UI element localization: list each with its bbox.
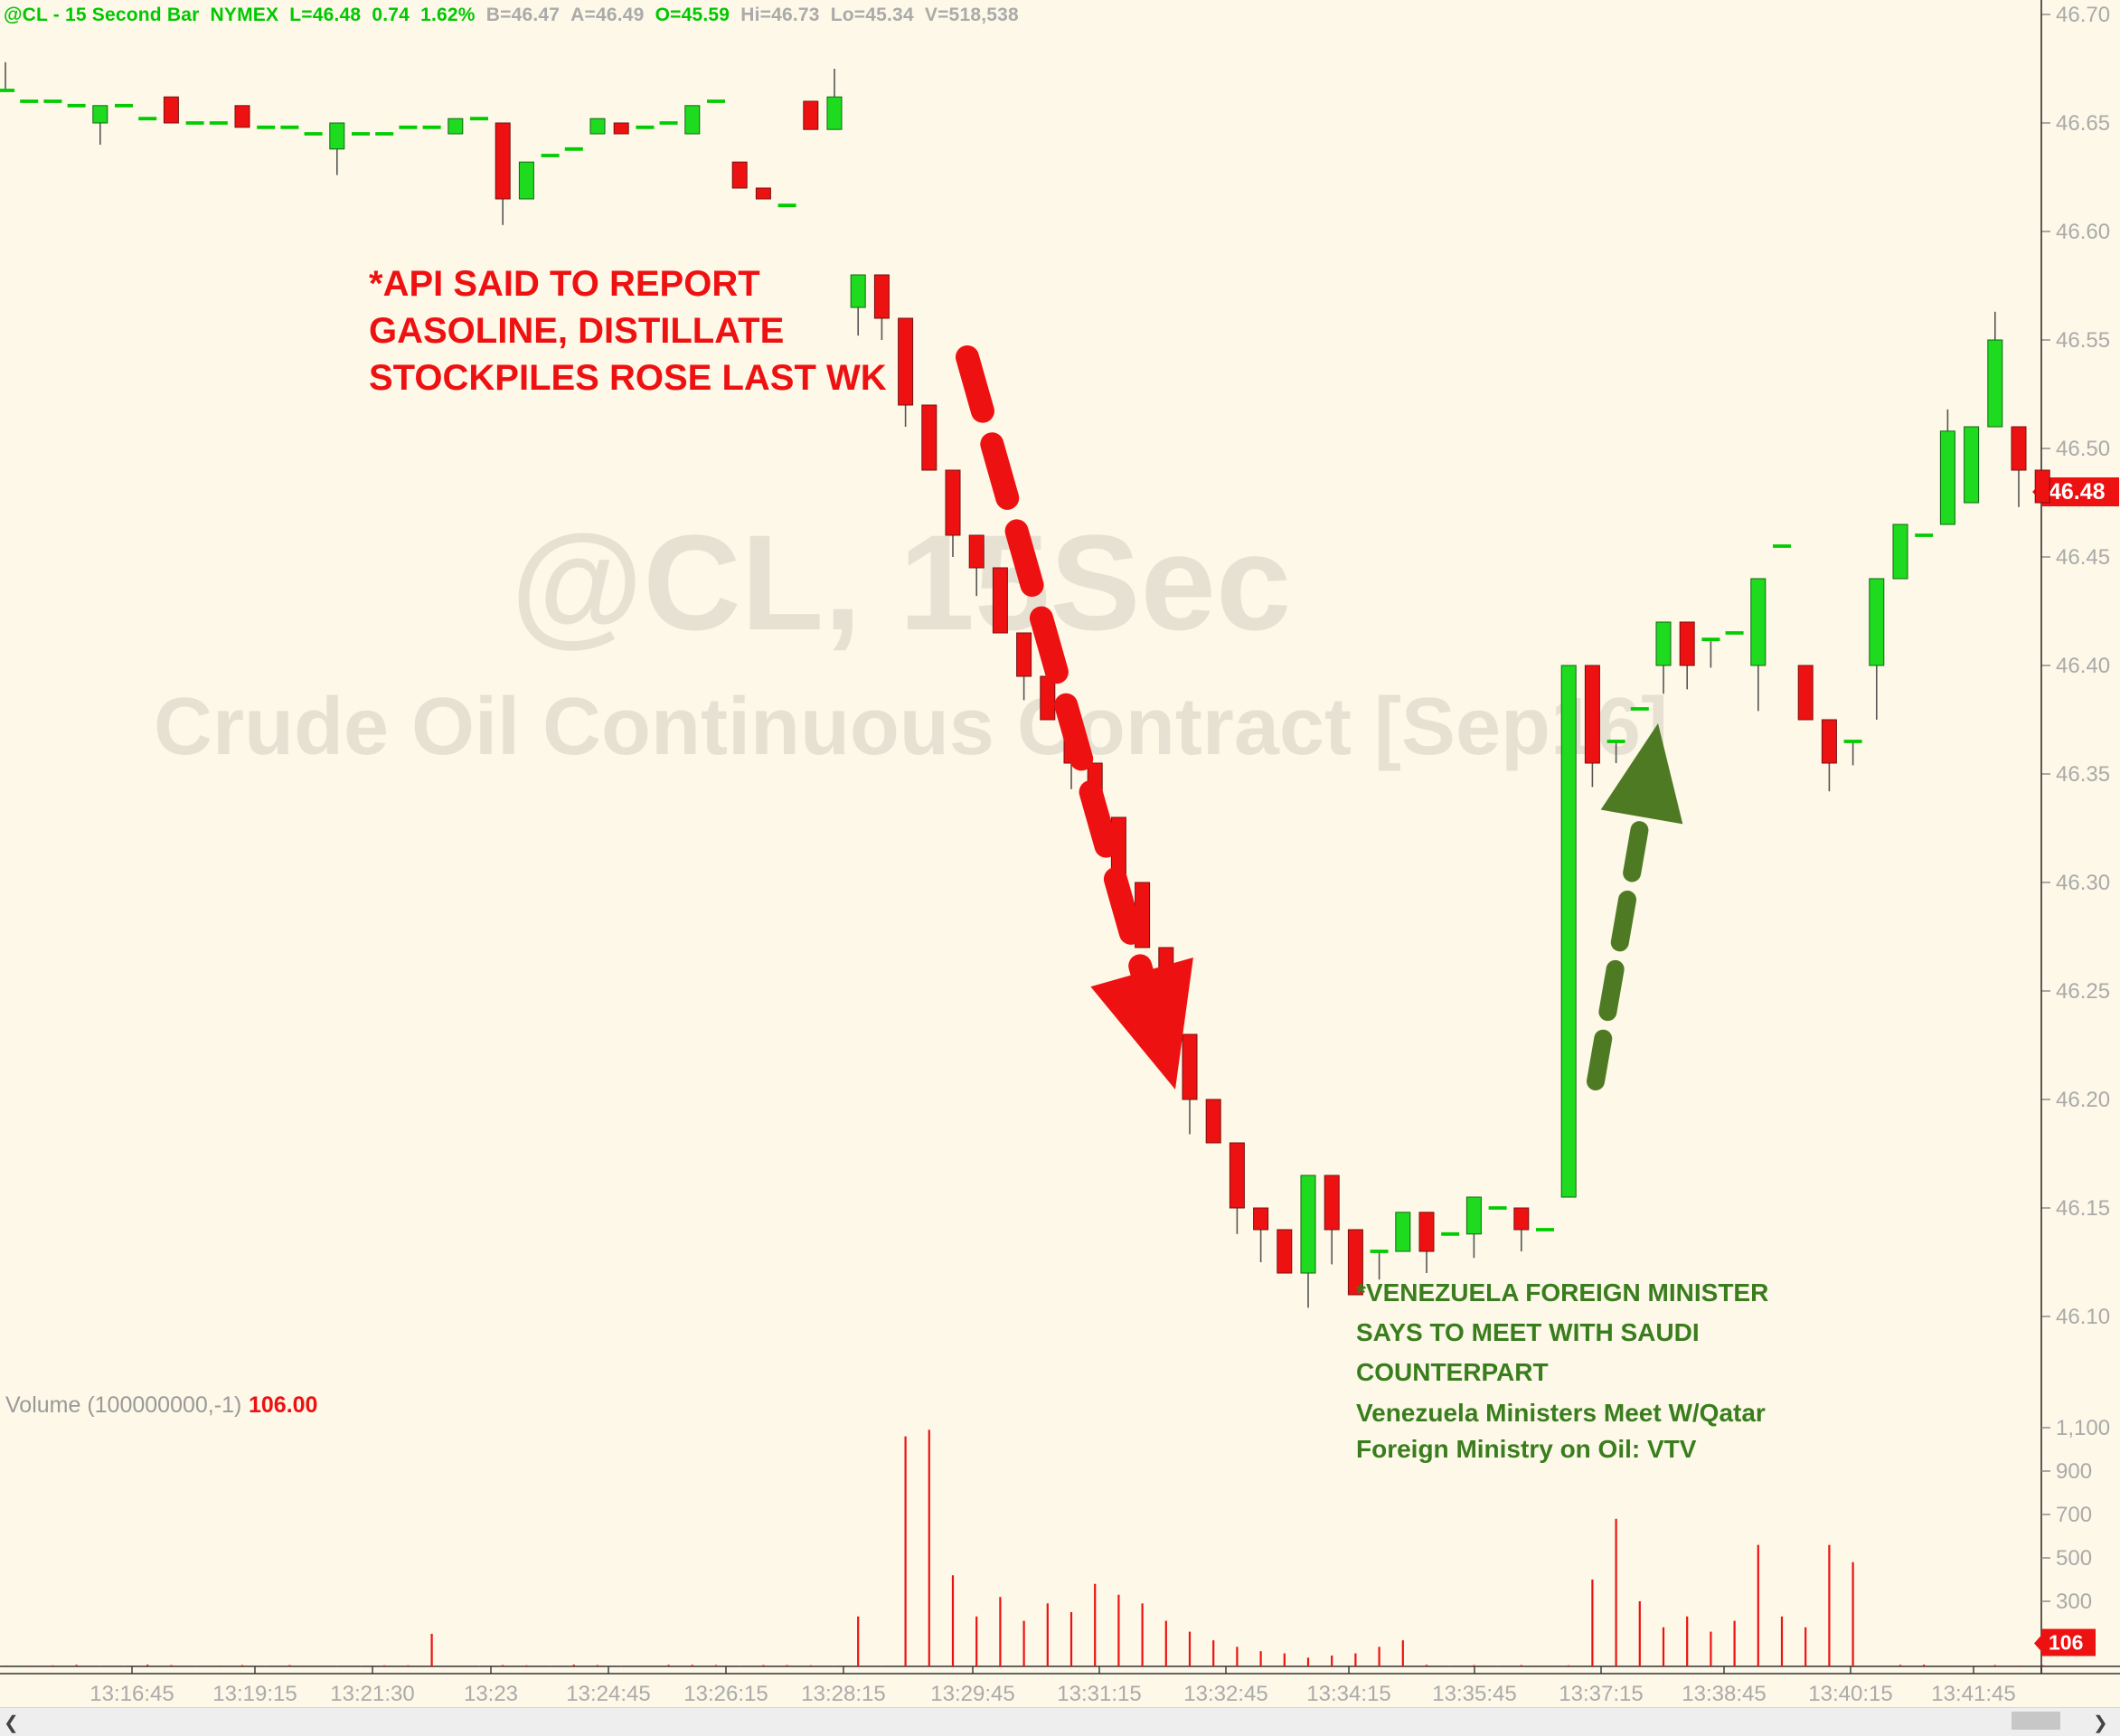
svg-text:1,100: 1,100 [2056,1416,2110,1440]
svg-text:Volume (100000000,-1): Volume (100000000,-1) [5,1392,241,1418]
svg-text:13:19:15: 13:19:15 [212,1682,297,1706]
svg-text:500: 500 [2056,1546,2092,1571]
svg-text:46.10: 46.10 [2056,1305,2110,1329]
svg-text:900: 900 [2056,1459,2092,1484]
svg-text:13:35:45: 13:35:45 [1432,1682,1516,1706]
svg-text:13:29:45: 13:29:45 [930,1682,1014,1706]
svg-text:13:23: 13:23 [464,1682,518,1706]
svg-text:13:32:45: 13:32:45 [1183,1682,1267,1706]
svg-text:13:41:45: 13:41:45 [1931,1682,2015,1706]
svg-text:46.60: 46.60 [2056,220,2110,244]
svg-text:46.65: 46.65 [2056,111,2110,136]
svg-text:46.15: 46.15 [2056,1196,2110,1221]
svg-text:46.35: 46.35 [2056,762,2110,787]
svg-text:46.25: 46.25 [2056,979,2110,1004]
svg-text:46.48: 46.48 [2049,479,2106,505]
svg-text:13:16:45: 13:16:45 [90,1682,174,1706]
svg-text:13:28:15: 13:28:15 [801,1682,885,1706]
svg-text:300: 300 [2056,1590,2092,1614]
svg-text:46.55: 46.55 [2056,328,2110,353]
svg-text:106.00: 106.00 [249,1392,317,1418]
svg-text:13:38:45: 13:38:45 [1682,1682,1766,1706]
svg-text:13:31:15: 13:31:15 [1057,1682,1141,1706]
svg-text:13:21:30: 13:21:30 [330,1682,414,1706]
svg-text:46.70: 46.70 [2056,3,2110,27]
svg-text:700: 700 [2056,1503,2092,1527]
svg-text:46.40: 46.40 [2056,654,2110,678]
svg-text:13:24:45: 13:24:45 [566,1682,650,1706]
svg-text:46.50: 46.50 [2056,437,2110,461]
svg-text:13:40:15: 13:40:15 [1808,1682,1892,1706]
svg-text:46.20: 46.20 [2056,1088,2110,1112]
svg-text:13:37:15: 13:37:15 [1559,1682,1643,1706]
svg-text:13:34:15: 13:34:15 [1306,1682,1390,1706]
svg-text:46.30: 46.30 [2056,871,2110,895]
svg-text:106: 106 [2049,1631,2083,1655]
svg-text:46.45: 46.45 [2056,545,2110,570]
svg-text:13:26:15: 13:26:15 [683,1682,768,1706]
